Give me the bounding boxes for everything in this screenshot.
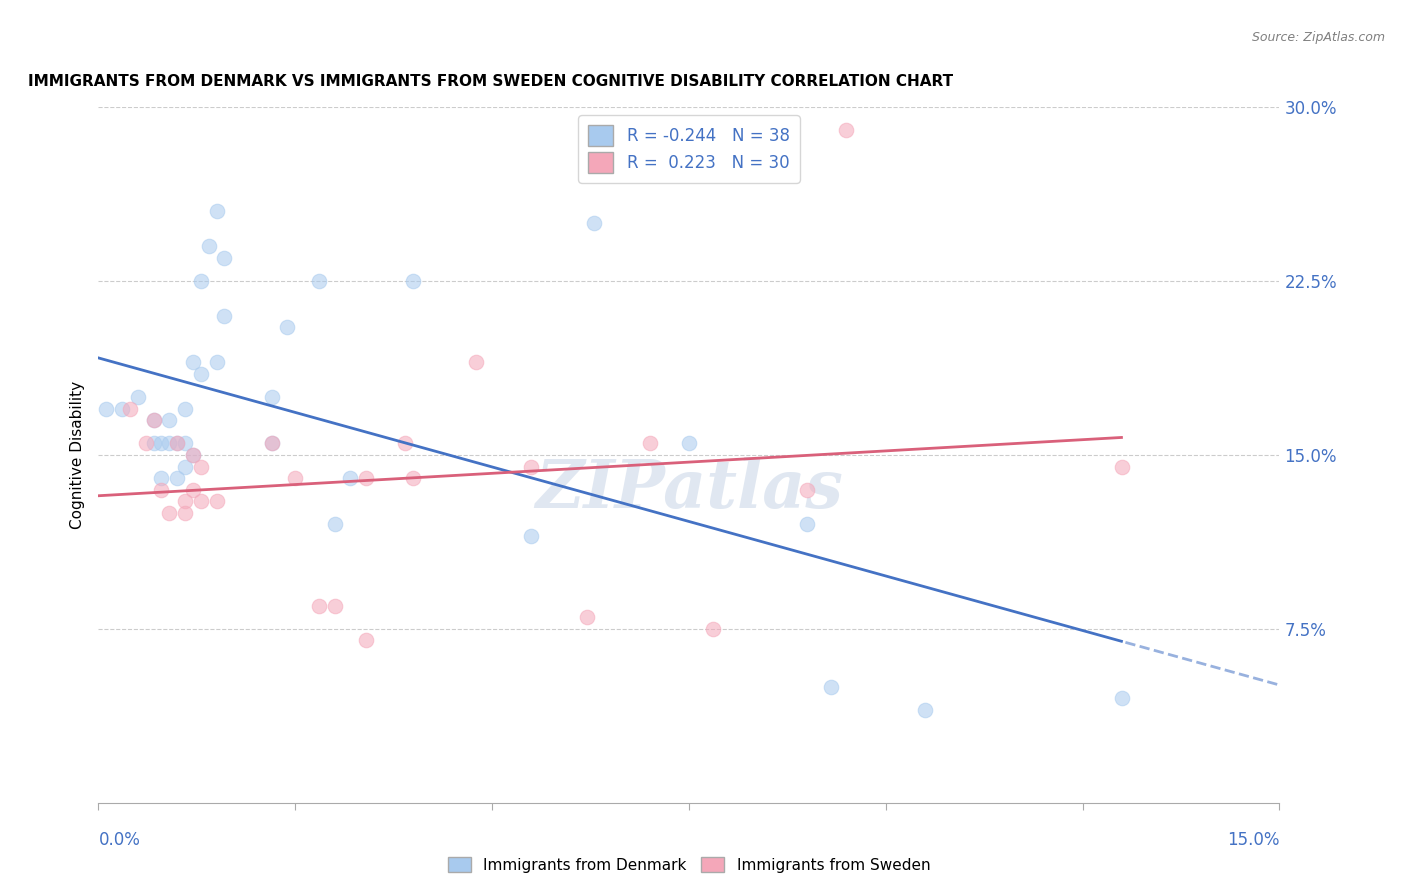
Point <box>174 506 197 520</box>
Point <box>174 436 197 450</box>
Point <box>190 367 212 381</box>
Point <box>276 320 298 334</box>
Point <box>308 274 330 288</box>
Point <box>142 413 165 427</box>
Point <box>638 436 661 450</box>
Point <box>190 274 212 288</box>
Point <box>323 599 346 613</box>
Point <box>205 204 228 219</box>
Text: 0.0%: 0.0% <box>98 830 141 848</box>
Text: ZIPatlas: ZIPatlas <box>536 458 842 522</box>
Point <box>150 436 173 450</box>
Point <box>284 471 307 485</box>
Y-axis label: Cognitive Disability: Cognitive Disability <box>69 381 84 529</box>
Point <box>190 494 212 508</box>
Point <box>820 680 842 694</box>
Point <box>702 622 724 636</box>
Point <box>166 436 188 450</box>
Point <box>142 413 165 427</box>
Point <box>260 436 283 450</box>
Point <box>1111 459 1133 474</box>
Point <box>127 390 149 404</box>
Point <box>181 355 204 369</box>
Point <box>174 401 197 416</box>
Point <box>575 610 598 624</box>
Point <box>142 436 165 450</box>
Point <box>157 506 180 520</box>
Text: 15.0%: 15.0% <box>1227 830 1279 848</box>
Point <box>181 448 204 462</box>
Point <box>796 483 818 497</box>
Point <box>354 471 377 485</box>
Point <box>96 401 118 416</box>
Text: IMMIGRANTS FROM DENMARK VS IMMIGRANTS FROM SWEDEN COGNITIVE DISABILITY CORRELATI: IMMIGRANTS FROM DENMARK VS IMMIGRANTS FR… <box>28 74 953 89</box>
Point <box>520 529 543 543</box>
Point <box>150 471 173 485</box>
Point <box>181 448 204 462</box>
Point <box>796 517 818 532</box>
Point <box>205 494 228 508</box>
Point <box>520 459 543 474</box>
Point <box>354 633 377 648</box>
Point <box>157 436 180 450</box>
Point <box>323 517 346 532</box>
Point <box>339 471 361 485</box>
Point <box>260 390 283 404</box>
Point <box>402 274 425 288</box>
Legend: Immigrants from Denmark, Immigrants from Sweden: Immigrants from Denmark, Immigrants from… <box>441 850 936 879</box>
Point <box>190 459 212 474</box>
Point <box>465 355 488 369</box>
Text: Source: ZipAtlas.com: Source: ZipAtlas.com <box>1251 31 1385 45</box>
Point <box>260 436 283 450</box>
Point <box>914 703 936 717</box>
Point <box>166 436 188 450</box>
Point <box>181 483 204 497</box>
Point <box>1111 691 1133 706</box>
Point <box>394 436 416 450</box>
Point <box>166 471 188 485</box>
Point <box>135 436 157 450</box>
Point <box>205 355 228 369</box>
Point <box>150 483 173 497</box>
Point <box>402 471 425 485</box>
Point <box>835 123 858 137</box>
Point <box>111 401 134 416</box>
Point <box>214 251 236 265</box>
Point <box>174 459 197 474</box>
Point <box>197 239 219 253</box>
Point <box>214 309 236 323</box>
Point <box>174 494 197 508</box>
Point <box>157 413 180 427</box>
Point <box>118 401 141 416</box>
Point <box>308 599 330 613</box>
Point <box>678 436 700 450</box>
Point <box>583 216 606 230</box>
